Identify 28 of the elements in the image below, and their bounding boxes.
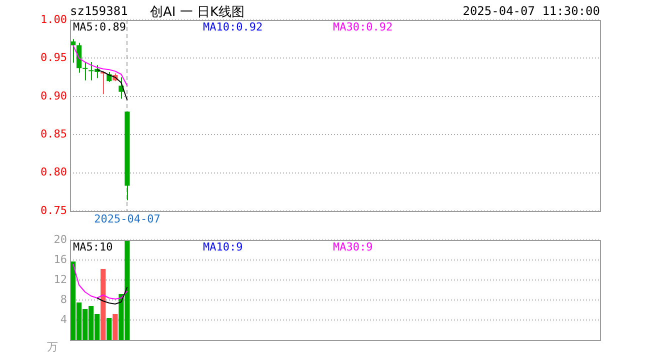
y-tick-label: 12	[54, 272, 67, 286]
candlestick	[82, 62, 88, 81]
y-tick-label: 0.75	[40, 204, 67, 217]
y-tick-label: 0.80	[40, 166, 67, 179]
y-tick-label: 16	[54, 252, 67, 266]
y-tick-label: 0.90	[40, 89, 67, 102]
text: MA30:9	[333, 240, 373, 254]
y-axis-title: 万	[47, 340, 58, 354]
bar	[106, 318, 112, 340]
text: MA5:10	[73, 240, 113, 254]
text: MA5:0.89	[73, 20, 126, 34]
text: 2025-04-07 11:30:00	[462, 4, 600, 18]
text: MA30:0.92	[333, 20, 393, 34]
x-tick-label: 2025-04-07	[94, 212, 160, 226]
y-tick-label: 0.95	[40, 51, 67, 64]
y-tick-label: 20	[54, 232, 67, 246]
candlestick	[118, 76, 124, 100]
y-tick-label: 4	[60, 312, 68, 326]
candlestick	[76, 42, 82, 74]
legend-label: MA10:0.92	[203, 20, 263, 34]
y-tick-label: 1.00	[40, 12, 67, 26]
bar	[112, 314, 118, 340]
y-tick-label: 8	[60, 292, 67, 306]
legend-label: MA10:9	[203, 240, 243, 254]
text: sz159381	[70, 4, 128, 18]
y-tick-label: 0.85	[40, 127, 67, 140]
bar	[100, 269, 106, 340]
chart-title: 创AI 一 日K线图	[150, 4, 245, 21]
